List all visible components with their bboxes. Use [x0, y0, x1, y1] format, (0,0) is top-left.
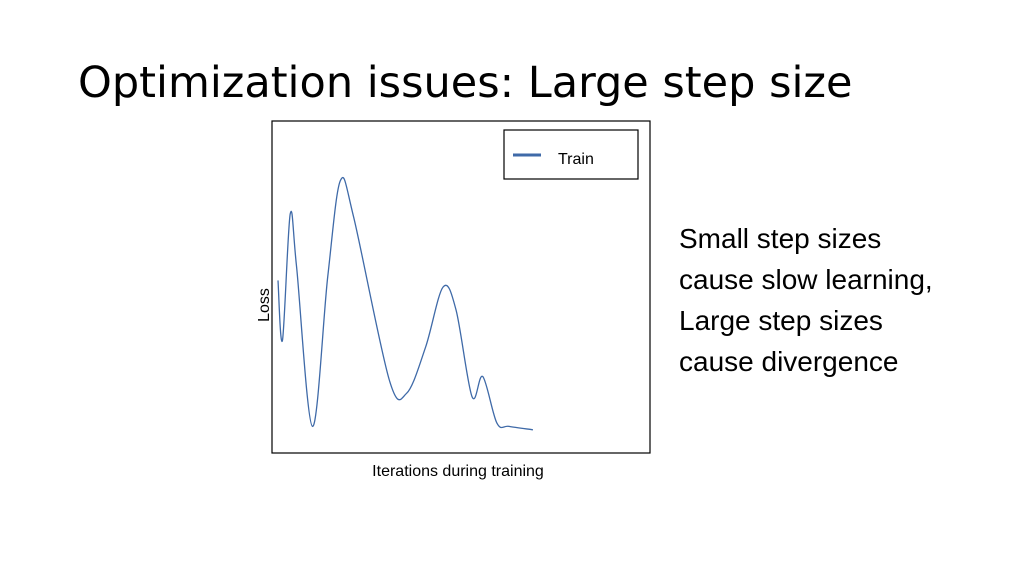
- train-series-line: [277, 176, 533, 431]
- side-note-line: cause divergence: [679, 346, 899, 377]
- y-axis-label: Loss: [256, 288, 273, 322]
- side-note-line: Small step sizes: [679, 223, 882, 254]
- legend-label-train: Train: [558, 151, 594, 168]
- side-note-line: Large step sizes: [679, 305, 883, 336]
- legend: Train: [503, 129, 639, 180]
- side-note: Small step sizes cause slow learning, La…: [679, 218, 933, 382]
- slide-title: Optimization issues: Large step size: [78, 58, 853, 108]
- x-axis-label: Iterations during training: [372, 463, 544, 480]
- side-note-line: cause slow learning,: [679, 264, 933, 295]
